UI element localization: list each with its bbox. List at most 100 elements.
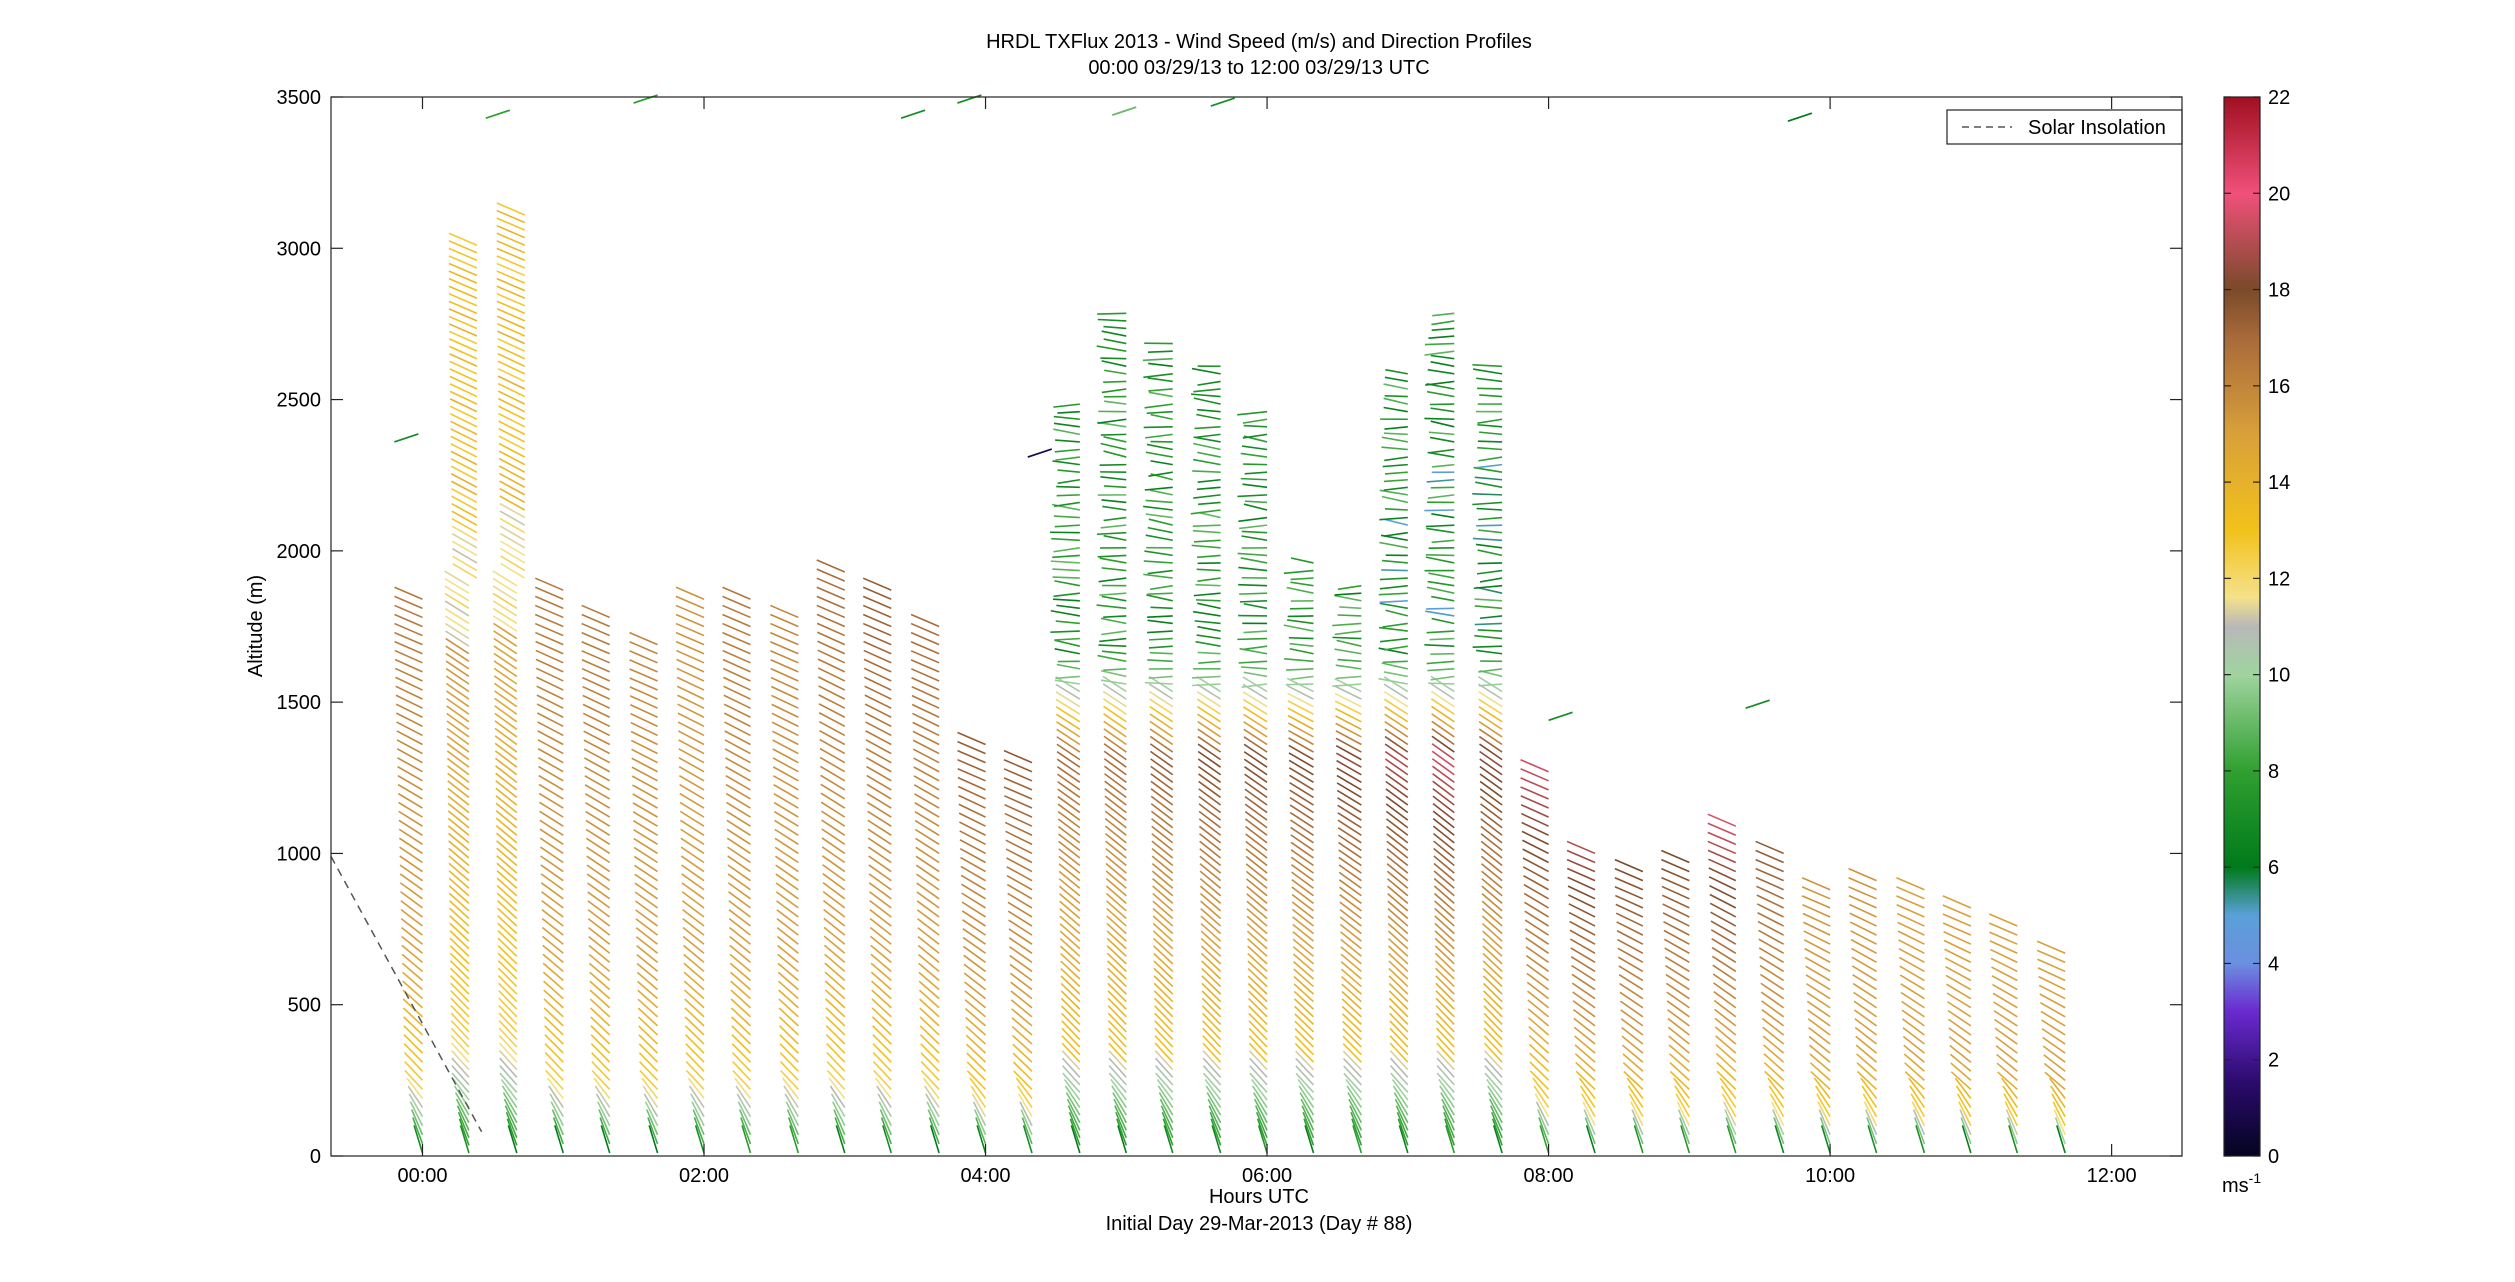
wind-barb [864, 694, 892, 709]
wind-barb [823, 917, 846, 936]
wind-barb [498, 1005, 518, 1025]
wind-barb [1248, 1020, 1268, 1041]
wind-barb [1615, 894, 1644, 909]
wind-barb [534, 604, 564, 619]
wind-barb [1293, 998, 1315, 1018]
wind-barb [497, 937, 518, 957]
wind-barb [498, 997, 518, 1018]
y-axis-label: Altitude (m) [245, 575, 267, 677]
wind-barb [494, 735, 518, 753]
wind-barb [1668, 1035, 1690, 1054]
wind-barb [679, 792, 705, 809]
wind-barb [777, 944, 799, 963]
wind-barb [1529, 1061, 1550, 1081]
wind-barb [450, 997, 470, 1018]
wind-barb [914, 793, 940, 809]
wind-barb [1003, 768, 1033, 782]
wind-barb [1770, 1101, 1785, 1127]
wind-barb [1104, 773, 1127, 791]
wind-barb [770, 613, 799, 628]
wind-barb [1666, 1000, 1690, 1018]
wind-barb [1056, 494, 1080, 497]
wind-barb [1012, 1061, 1033, 1081]
wind-barb [586, 864, 611, 882]
wind-barb [867, 810, 892, 827]
wind-barb [1153, 990, 1174, 1010]
wind-barb [1996, 1053, 2018, 1072]
wind-barb [911, 677, 940, 691]
wind-barb [878, 1101, 892, 1127]
wind-barb [959, 821, 986, 836]
wind-barb [726, 828, 751, 846]
wind-barb [819, 756, 846, 773]
wind-barb [819, 729, 846, 746]
wind-barb [722, 622, 751, 637]
wind-barb [1384, 508, 1408, 511]
wind-barb [629, 659, 658, 673]
wind-profile [1661, 849, 1691, 1154]
wind-barb [1915, 1125, 1926, 1154]
wind-barb [1106, 900, 1127, 920]
wind-barb [685, 1043, 705, 1063]
wind-barb [870, 935, 892, 954]
wind-barb [685, 1060, 705, 1081]
wind-barb [818, 712, 846, 728]
wind-barb [1097, 312, 1127, 315]
wind-barb [593, 1077, 611, 1099]
wind-barb [1627, 1085, 1644, 1109]
wind-barb [493, 652, 518, 670]
wind-barb [680, 837, 705, 855]
wind-barb [1338, 856, 1362, 874]
wind-barb [863, 631, 892, 646]
wind-barb [496, 277, 526, 292]
wind-barb [1050, 609, 1080, 617]
wind-barb [1477, 562, 1503, 565]
wind-barb [581, 622, 611, 637]
wind-barb [975, 1117, 987, 1145]
wind-barb [1481, 908, 1503, 927]
wind-barb [1103, 743, 1127, 761]
wind-barb [1715, 1035, 1737, 1054]
y-tick-label: 2000 [277, 541, 322, 563]
wind-barb [1715, 1052, 1737, 1072]
wind-barb [1431, 705, 1455, 723]
wind-barb [1820, 1125, 1831, 1154]
wind-barb [782, 1077, 799, 1099]
wind-barb [1152, 885, 1174, 904]
wind-barb [1007, 910, 1033, 927]
wind-barb [1243, 751, 1268, 768]
wind-barb [1387, 930, 1409, 950]
wind-barb [448, 900, 470, 920]
wind-barb [1108, 1042, 1127, 1063]
wind-barb [497, 367, 526, 383]
wind-barb [1479, 780, 1503, 799]
wind-barb [1147, 615, 1173, 618]
wind-barb [1848, 894, 1877, 909]
wind-barb [446, 750, 470, 768]
wind-barb [730, 1007, 752, 1027]
wind-barb [687, 1077, 705, 1099]
wind-barb [1245, 825, 1268, 844]
wind-barb [1059, 938, 1081, 957]
wind-barb [1103, 380, 1127, 384]
x-tick-label: 02:00 [679, 1165, 729, 1187]
wind-barb [1061, 1042, 1081, 1063]
wind-barb [1198, 818, 1222, 836]
wind-barb [497, 382, 526, 398]
wind-barb [913, 775, 940, 791]
wind-barb [1340, 961, 1362, 980]
wind-barb [1424, 350, 1455, 356]
wind-barb [1350, 1111, 1363, 1139]
wind-barb [1387, 893, 1409, 912]
wind-barb [1341, 983, 1362, 1003]
wind-barb [1482, 922, 1503, 942]
wind-barb [1198, 788, 1222, 806]
wind-barb [583, 730, 611, 746]
wind-barb [1574, 1053, 1596, 1072]
wind-barb [1488, 1092, 1503, 1116]
wind-barb [1059, 900, 1081, 920]
wind-barb [1097, 418, 1127, 424]
wind-barb [675, 604, 705, 619]
wind-barb [958, 812, 986, 827]
wind-barb [1005, 839, 1033, 855]
